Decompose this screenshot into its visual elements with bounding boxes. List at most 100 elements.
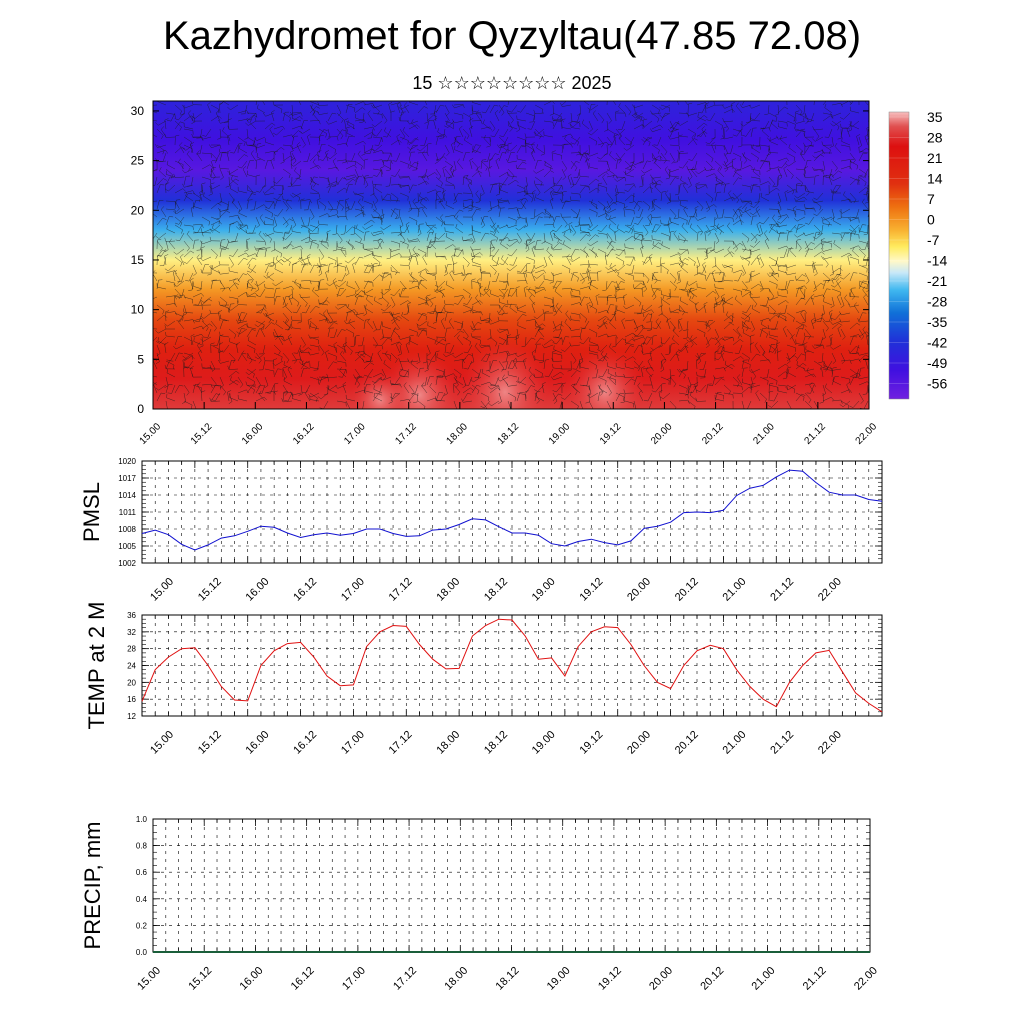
wind-barb [388, 102, 393, 114]
wind-barb [606, 200, 612, 212]
wind-barb [452, 270, 464, 275]
wind-barb [579, 296, 588, 306]
wind-barb [624, 183, 636, 188]
wind-barb [489, 184, 498, 194]
x-tick-label: 17.12 [391, 965, 419, 993]
wind-barb [453, 248, 464, 255]
wind-barb [803, 332, 815, 338]
wind-barb [499, 298, 509, 306]
wind-barb [227, 168, 239, 175]
wind-barb [317, 150, 322, 162]
wind-barb [195, 312, 203, 322]
wind-barb [229, 170, 239, 178]
wind-barb [396, 134, 401, 146]
wind-barb [515, 376, 527, 384]
wind-barb [282, 366, 287, 378]
wind-barb [858, 187, 869, 194]
wind-barb [551, 246, 563, 251]
wind-barb [777, 174, 783, 186]
wind-barb [839, 318, 851, 323]
wind-barb [496, 144, 509, 149]
wind-barb [678, 384, 688, 393]
wind-barb [497, 198, 503, 210]
wind-barb [722, 302, 727, 314]
wind-barb [354, 280, 360, 292]
wind-barb [849, 231, 856, 242]
wind-barb [174, 121, 185, 130]
wind-barb [552, 116, 563, 122]
wind-barb [732, 128, 743, 137]
wind-barb [363, 280, 374, 287]
wind-barb [695, 216, 707, 221]
wind-barb [714, 183, 721, 194]
wind-barb [677, 248, 689, 255]
wind-barb [764, 104, 770, 115]
wind-barb [704, 248, 716, 255]
wind-barb [453, 295, 465, 299]
wind-barb [830, 280, 842, 288]
wind-barb [674, 208, 680, 220]
wind-barb [777, 387, 788, 394]
wind-barb [192, 384, 202, 392]
wind-barb [285, 198, 293, 210]
wind-barb [849, 158, 855, 170]
wind-barb [706, 112, 716, 121]
wind-barb [200, 336, 212, 342]
wind-barb [506, 240, 518, 247]
wind-barb [153, 381, 158, 386]
wind-barb [531, 349, 536, 362]
wind-barb [197, 382, 203, 394]
wind-barb [543, 304, 554, 311]
wind-barb [318, 264, 326, 274]
wind-barb [453, 103, 465, 108]
wind-barb [336, 360, 347, 367]
wind-barb [579, 352, 584, 365]
wind-barb [291, 177, 302, 186]
wind-barb [866, 334, 869, 346]
wind-barb [479, 288, 491, 296]
wind-barb [469, 126, 474, 138]
wind-barb [219, 320, 227, 330]
wind-barb [749, 294, 761, 299]
wind-barb [571, 176, 581, 186]
wind-barb [732, 168, 742, 178]
wind-barb [696, 231, 703, 242]
wind-barb [507, 112, 514, 124]
wind-barb [675, 349, 680, 362]
wind-barb [507, 392, 517, 402]
wind-barb [687, 256, 696, 266]
wind-barb [587, 104, 599, 111]
wind-barb [228, 303, 235, 314]
wind-barb [723, 183, 730, 194]
wind-barb [357, 350, 365, 362]
wind-barb [167, 384, 176, 394]
wind-barb [660, 144, 668, 156]
wind-barb [309, 176, 316, 188]
wind-barb [633, 112, 642, 122]
wind-barb [182, 308, 194, 314]
wind-barb [336, 242, 347, 250]
wind-barb [589, 346, 599, 354]
wind-barb [362, 245, 374, 250]
wind-barb [487, 200, 492, 212]
wind-barb [255, 304, 267, 309]
colorbar-label: -56 [927, 376, 947, 392]
wind-barb [399, 399, 411, 404]
wind-barb [714, 264, 722, 276]
wind-barb [618, 103, 626, 114]
wind-barb [228, 296, 239, 303]
wind-barb [264, 322, 275, 330]
wind-barb [732, 128, 742, 136]
wind-barb [354, 376, 361, 388]
wind-barb [408, 252, 420, 258]
wind-barb [174, 224, 183, 234]
wind-barb [282, 368, 288, 380]
wind-barb [165, 384, 173, 394]
wind-barb [612, 101, 617, 106]
wind-barb [153, 272, 158, 274]
wind-barb [849, 232, 860, 239]
wind-barb [390, 288, 401, 297]
wind-barb [800, 310, 806, 322]
wind-barb [246, 253, 258, 258]
wind-barb [265, 138, 275, 146]
